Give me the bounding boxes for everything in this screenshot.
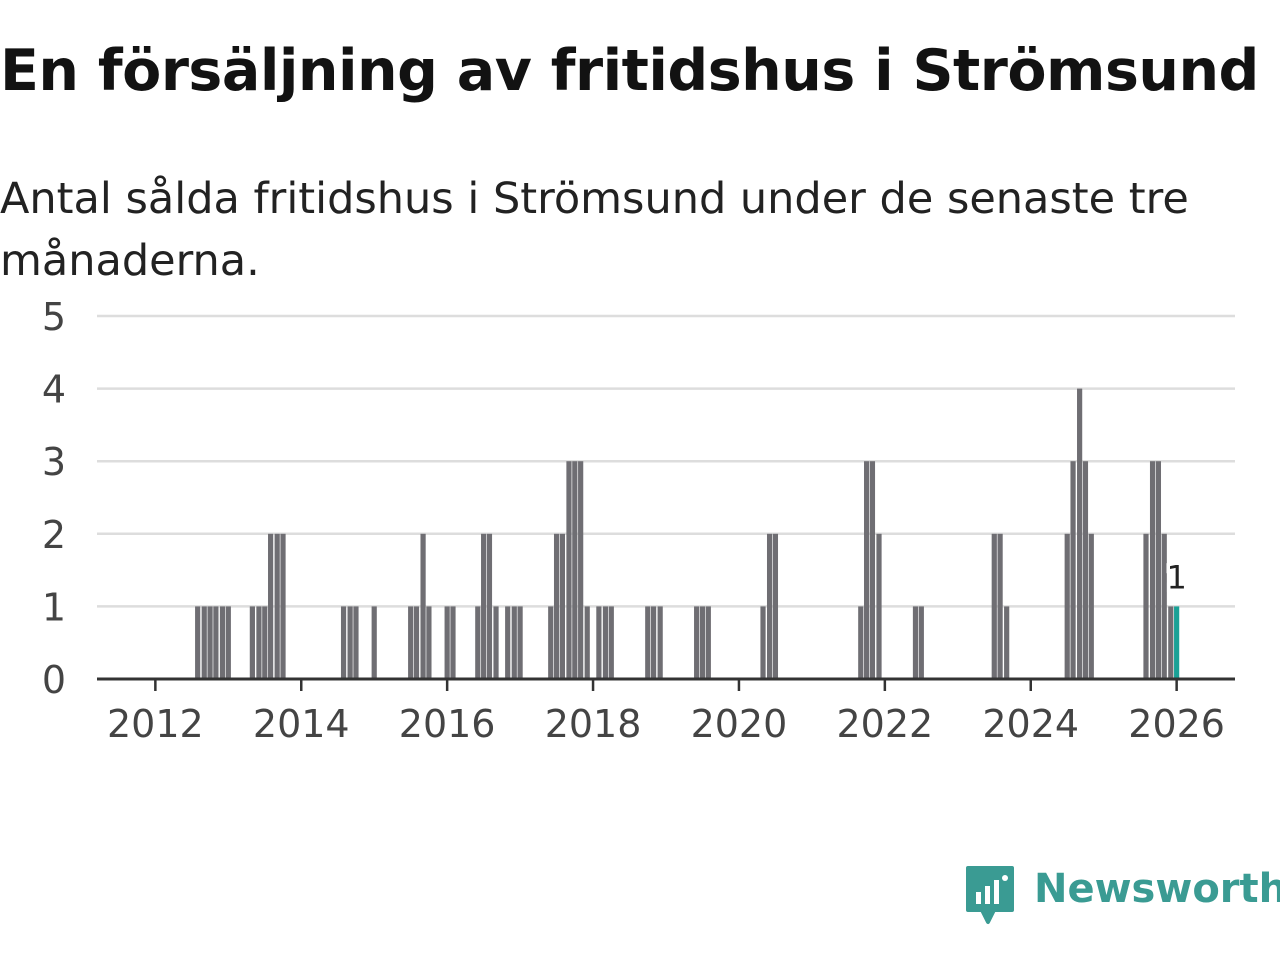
bar-highlight [1174, 606, 1180, 679]
bar [1077, 388, 1083, 679]
bar [347, 606, 353, 679]
bar [694, 606, 700, 679]
bar [340, 606, 347, 679]
bar [864, 461, 870, 679]
bar [353, 606, 359, 679]
bar [1004, 606, 1010, 679]
bar [997, 533, 1003, 679]
x-tick-label: 2014 [253, 702, 350, 746]
bar [876, 533, 882, 679]
bar [413, 606, 420, 679]
bar [705, 606, 711, 679]
x-tick-label: 2024 [982, 702, 1079, 746]
bar [1161, 533, 1167, 679]
bar [760, 606, 766, 679]
bar [450, 606, 456, 679]
bar [486, 533, 493, 679]
bar [858, 606, 864, 679]
bar [584, 606, 590, 679]
chart-title: En försäljning av fritidshus i Strömsund [0, 38, 1259, 104]
bar [475, 606, 481, 679]
bar [493, 606, 499, 679]
bar [566, 461, 572, 679]
bar [602, 606, 609, 679]
bar [1168, 606, 1174, 679]
bar [1064, 533, 1070, 679]
y-axis-ticks: 0 1 2 3 4 5 [42, 295, 66, 702]
bar [1088, 533, 1094, 679]
bar [225, 606, 231, 679]
bar [596, 606, 602, 679]
x-tick-label: 2022 [836, 702, 933, 746]
x-tick-label: 2016 [399, 702, 496, 746]
bar [256, 606, 262, 679]
data-labels: 1 [1163, 555, 1190, 600]
bar [371, 606, 377, 679]
bar [195, 606, 201, 679]
bar [1149, 461, 1156, 679]
bar [511, 606, 517, 679]
x-tick-label: 2020 [691, 702, 788, 746]
bar [426, 606, 432, 679]
y-tick-label: 4 [42, 368, 66, 412]
newsworthy-logo-icon [966, 866, 1014, 924]
bar [608, 606, 614, 679]
y-tick-label: 5 [42, 295, 66, 339]
bar [1143, 533, 1149, 679]
bar [772, 533, 779, 679]
bar [1070, 461, 1076, 679]
gridlines [97, 314, 1235, 608]
bar [572, 461, 578, 679]
bar [280, 533, 286, 679]
bar [559, 533, 566, 679]
bar [553, 533, 560, 679]
bar [408, 606, 414, 679]
bar [918, 606, 924, 679]
x-tick-label: 2018 [545, 702, 642, 746]
chart-subtitle: Antal sålda fritidshus i Strömsund under… [0, 174, 1189, 286]
bar [249, 606, 255, 679]
bar [548, 606, 554, 679]
bar [578, 461, 584, 679]
bar [1082, 461, 1089, 679]
bar [645, 606, 651, 679]
x-axis-ticks: 2012 2014 2016 2018 2020 2022 2024 2026 [107, 679, 1225, 746]
bar [420, 533, 426, 679]
x-tick-label: 2012 [107, 702, 204, 746]
bar [219, 606, 226, 679]
y-tick-label: 3 [42, 440, 66, 484]
bar [766, 533, 773, 679]
bar [699, 606, 706, 679]
bar [505, 606, 511, 679]
bars [195, 388, 1180, 679]
x-tick-label: 2026 [1128, 702, 1225, 746]
brand-name: Newsworthy [1034, 866, 1280, 912]
bar [657, 606, 663, 679]
bar [201, 606, 207, 679]
bar [274, 533, 280, 679]
bar [650, 606, 657, 679]
bar [444, 606, 450, 679]
bar [268, 533, 274, 679]
bar [869, 461, 876, 679]
bar [213, 606, 219, 679]
bar [1155, 461, 1162, 679]
y-tick-label: 1 [42, 585, 66, 629]
y-tick-label: 0 [42, 658, 66, 702]
newsworthy-logo[interactable]: Newsworthy [964, 864, 1280, 928]
bar [912, 606, 919, 679]
bar [481, 533, 487, 679]
bar [262, 606, 268, 679]
data-label: 1 [1166, 558, 1186, 596]
bar [207, 606, 213, 679]
bar [991, 533, 997, 679]
y-tick-label: 2 [42, 513, 66, 557]
bar [517, 606, 523, 679]
